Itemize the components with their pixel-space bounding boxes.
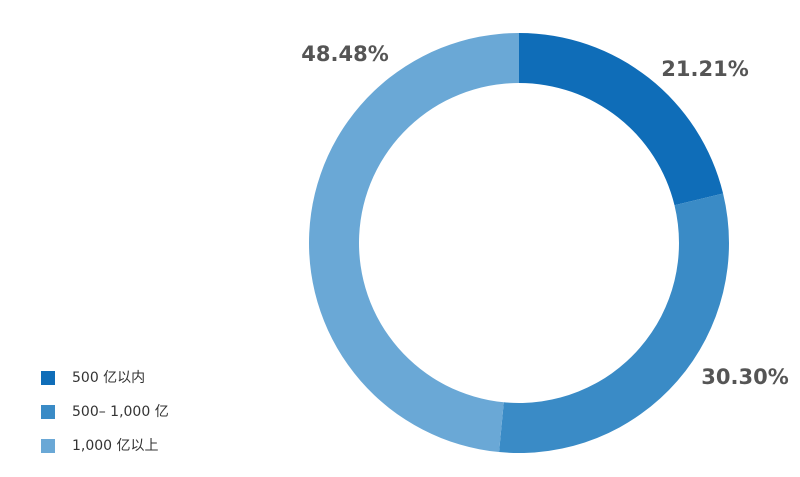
legend-swatch <box>41 371 55 385</box>
data-label: 21.21% <box>661 57 748 81</box>
legend-swatch <box>41 439 55 453</box>
donut-segment <box>519 33 724 206</box>
donut-segment <box>499 193 730 453</box>
data-label: 48.48% <box>301 42 388 66</box>
donut-segment <box>308 33 519 453</box>
legend-swatch <box>41 405 55 419</box>
data-label: 30.30% <box>701 365 788 389</box>
legend-label: 500 亿以内 <box>72 370 145 386</box>
legend-label: 1,000 亿以上 <box>72 438 159 454</box>
legend-label: 500– 1,000 亿 <box>72 404 169 420</box>
